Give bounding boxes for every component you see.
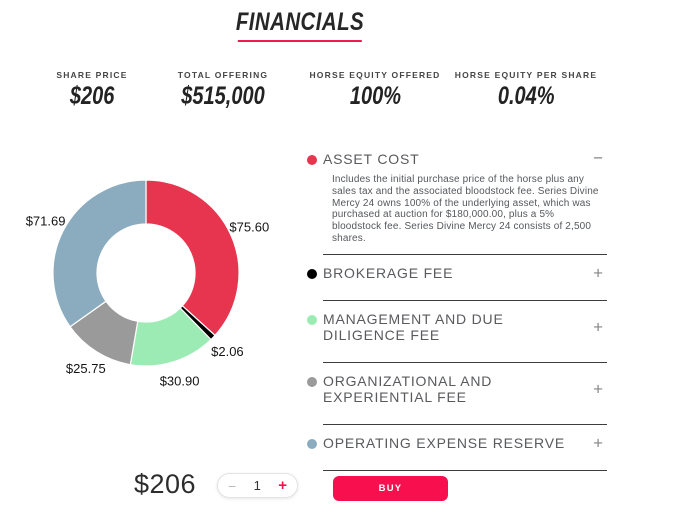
collapse-icon[interactable]: − bbox=[593, 148, 603, 167]
asset-cost-description: Includes the initial purchase price of t… bbox=[332, 174, 599, 244]
accordion-label: MANAGEMENT AND DUE DILIGENCE FEE bbox=[323, 310, 504, 343]
donut-label-4: $71.69 bbox=[26, 214, 66, 229]
expand-icon[interactable]: + bbox=[593, 317, 603, 337]
title-underline bbox=[237, 40, 362, 42]
stat-horse-equity-per-share: HORSE EQUITY PER SHARE 0.04% bbox=[455, 70, 597, 111]
donut-svg: $75.60 $2.06 $30.90 $25.75 $71.69 bbox=[26, 179, 269, 388]
organizational-fee-bullet-icon bbox=[307, 376, 317, 387]
accordion-row-asset-cost: ASSET COST − Includes the initial purcha… bbox=[305, 146, 607, 255]
accordion-row-operating-reserve: OPERATING EXPENSE RESERVE + bbox=[305, 425, 607, 471]
donut-label-3: $25.75 bbox=[66, 361, 106, 376]
accordion-label: ASSET COST bbox=[323, 151, 420, 167]
divider bbox=[323, 469, 607, 471]
accordion-label: BROKERAGE FEE bbox=[323, 264, 454, 281]
donut-label-0: $75.60 bbox=[229, 220, 269, 235]
stat-label: SHARE PRICE bbox=[56, 70, 128, 80]
stat-share-price: SHARE PRICE $206 bbox=[56, 70, 127, 111]
buy-button[interactable]: BUY bbox=[333, 476, 448, 501]
stat-label: HORSE EQUITY PER SHARE bbox=[454, 70, 598, 80]
expand-icon[interactable]: + bbox=[593, 263, 603, 283]
expand-icon[interactable]: + bbox=[593, 433, 603, 453]
donut-slice-0[interactable] bbox=[145, 179, 240, 337]
increase-quantity-button[interactable]: + bbox=[278, 477, 287, 494]
stat-value: 0.04% bbox=[497, 82, 555, 110]
donut-label-1: $2.06 bbox=[211, 344, 244, 359]
stat-value: 100% bbox=[349, 82, 401, 110]
accordion-header-management-fee[interactable]: MANAGEMENT AND DUE DILIGENCE FEE + bbox=[305, 301, 607, 353]
divider bbox=[323, 423, 607, 425]
stats-row: SHARE PRICE $206 TOTAL OFFERING $515,000… bbox=[0, 70, 674, 110]
page-title: FINANCIALS bbox=[235, 8, 365, 36]
operating-reserve-bullet-icon bbox=[307, 438, 317, 449]
purchase-bar: $206 − 1 + BUY bbox=[0, 466, 674, 506]
accordion-row-brokerage-fee: BROKERAGE FEE + bbox=[305, 255, 607, 301]
stat-horse-equity-offered: HORSE EQUITY OFFERED 100% bbox=[309, 70, 440, 111]
accordion-header-asset-cost[interactable]: ASSET COST − bbox=[305, 146, 607, 169]
management-fee-bullet-icon bbox=[307, 314, 317, 325]
accordion-header-operating-reserve[interactable]: OPERATING EXPENSE RESERVE + bbox=[305, 425, 607, 461]
donut-slice-4[interactable] bbox=[52, 179, 147, 328]
asset-cost-bullet-icon bbox=[307, 155, 317, 165]
decrease-quantity-button[interactable]: − bbox=[228, 477, 237, 494]
fee-accordion: ASSET COST − Includes the initial purcha… bbox=[305, 146, 607, 471]
accordion-header-brokerage-fee[interactable]: BROKERAGE FEE + bbox=[305, 255, 607, 291]
brokerage-fee-bullet-icon bbox=[307, 268, 317, 279]
cost-breakdown-chart: $75.60 $2.06 $30.90 $25.75 $71.69 bbox=[10, 155, 300, 395]
page-title-block: FINANCIALS bbox=[222, 8, 378, 42]
accordion-row-organizational-fee: ORGANIZATIONAL AND EXPERIENTIAL FEE + bbox=[305, 363, 607, 425]
expand-icon[interactable]: + bbox=[593, 379, 603, 399]
donut-label-2: $30.90 bbox=[160, 373, 200, 388]
stat-value: $206 bbox=[69, 82, 115, 110]
divider bbox=[323, 253, 607, 255]
accordion-label: ORGANIZATIONAL AND EXPERIENTIAL FEE bbox=[323, 372, 493, 405]
divider bbox=[323, 361, 607, 363]
accordion-header-organizational-fee[interactable]: ORGANIZATIONAL AND EXPERIENTIAL FEE + bbox=[305, 363, 607, 415]
stat-label: HORSE EQUITY OFFERED bbox=[309, 70, 441, 80]
accordion-row-management-fee: MANAGEMENT AND DUE DILIGENCE FEE + bbox=[305, 301, 607, 363]
stat-label: TOTAL OFFERING bbox=[177, 70, 269, 80]
accordion-label: OPERATING EXPENSE RESERVE bbox=[323, 434, 565, 451]
quantity-value[interactable]: 1 bbox=[253, 478, 261, 493]
stat-total-offering: TOTAL OFFERING $515,000 bbox=[171, 70, 275, 111]
divider bbox=[323, 299, 607, 301]
quantity-stepper: − 1 + bbox=[217, 473, 298, 498]
share-price-display: $206 bbox=[133, 469, 197, 499]
stat-value: $515,000 bbox=[181, 82, 265, 110]
